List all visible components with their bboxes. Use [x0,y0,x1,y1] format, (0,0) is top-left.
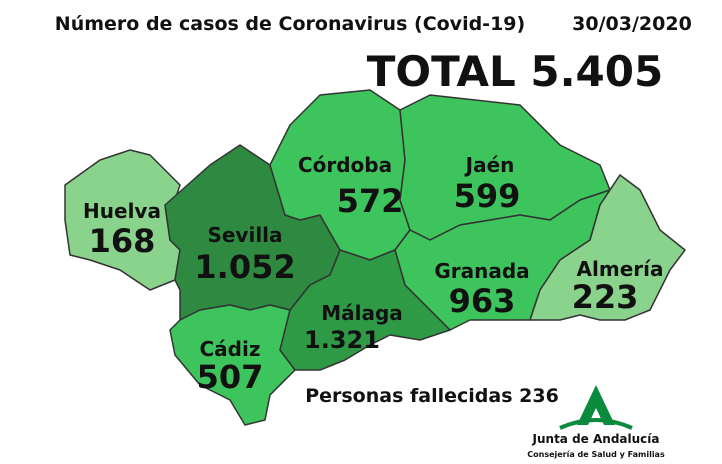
province-name: Sevilla [207,223,282,247]
province-cases: 1.052 [194,248,295,286]
province-cases: 599 [454,177,521,215]
province-name: Jaén [464,153,515,177]
map [64,89,686,426]
total: TOTAL 5.405 [367,47,663,96]
province-cases: 572 [337,182,404,220]
logo-title: Junta de Andalucía [532,432,660,446]
province-cases: 963 [449,282,516,320]
province-malaga [279,249,451,371]
province-cases: 223 [572,278,639,316]
province-name: Málaga [321,301,403,325]
province-almeria [529,174,686,321]
province-name: Cádiz [200,337,261,361]
province-cases: 168 [89,222,156,260]
province-name: Almería [577,257,664,281]
province-cases: 1.321 [304,326,380,354]
title: Número de casos de Coronavirus (Covid-19… [55,13,525,35]
date: 30/03/2020 [572,13,692,35]
province-name: Granada [434,259,529,283]
deaths: Personas fallecidas 236 [305,385,559,407]
province-cases: 507 [197,358,264,396]
logo [559,385,633,430]
logo-subtitle: Consejería de Salud y Familias [527,450,665,459]
province-name: Córdoba [298,153,392,177]
province-name: Huelva [83,199,161,223]
